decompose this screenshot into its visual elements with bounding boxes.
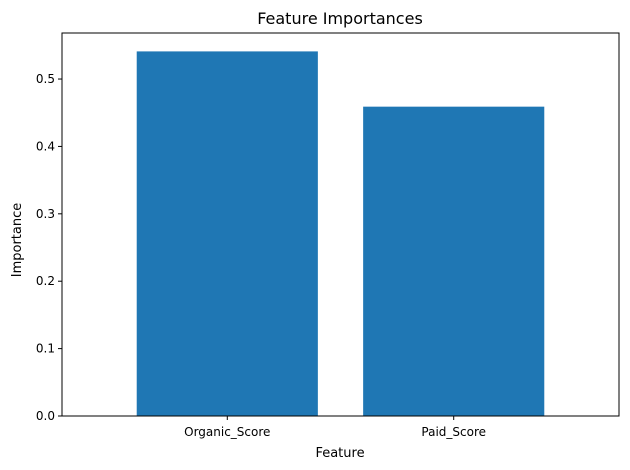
bar-paid-score [363,106,545,416]
axes-frame [61,32,620,417]
y-axis-label: Importance [10,203,25,278]
plot-area: 0.0 0.1 0.2 0.3 0.4 0.5 Organic_Score Paid_Scor… [36,32,620,439]
y-tick-label: 0.2 [36,274,55,288]
y-tick-label: 0.4 [36,139,55,153]
y-tick-label: 0.3 [36,207,55,221]
y-tick-label: 0.5 [36,72,55,86]
x-tick-label: Organic_Score [184,425,270,439]
y-tick-label: 0.1 [36,342,55,356]
y-tick-label: 0.0 [36,409,55,423]
chart-title: Feature Importances [257,9,423,28]
x-tick-label: Paid_Score [421,425,486,439]
x-axis-label: Feature [315,446,364,461]
bar-organic-score [136,51,318,416]
